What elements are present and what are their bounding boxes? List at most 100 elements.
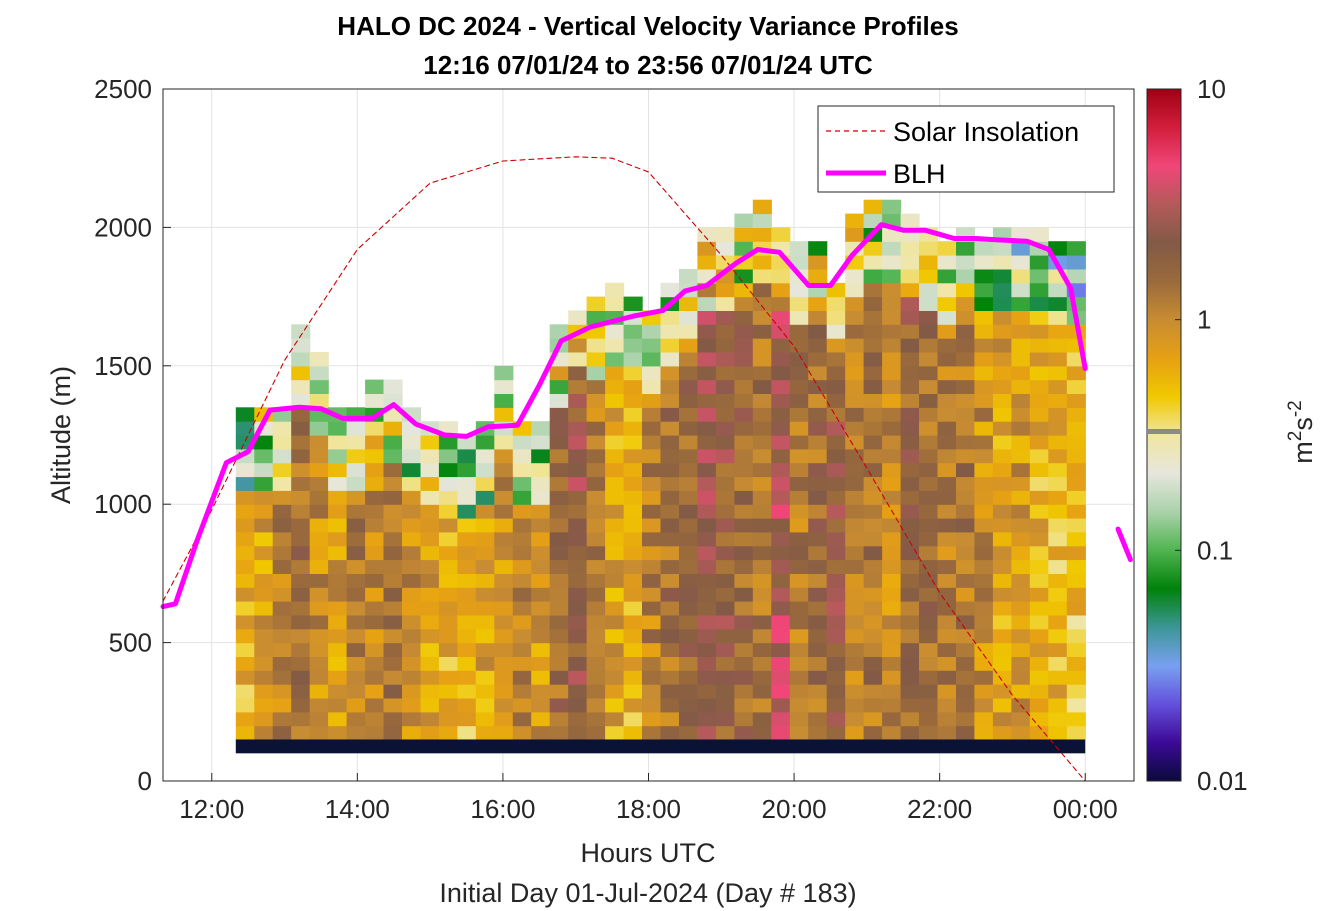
- heatmap-cell: [235, 711, 255, 727]
- heatmap-cell: [605, 448, 625, 464]
- heatmap-cell: [420, 656, 440, 671]
- heatmap-cell: [328, 518, 348, 533]
- heatmap-cell: [1048, 587, 1068, 602]
- heatmap-cell: [438, 601, 458, 616]
- heatmap-cell: [863, 684, 883, 699]
- heatmap-cell: [309, 490, 329, 505]
- heatmap-cell: [789, 338, 809, 353]
- heatmap-cell: [845, 670, 865, 685]
- heatmap-cell: [531, 684, 551, 699]
- heatmap-cell: [420, 518, 440, 533]
- heatmap-cell: [438, 531, 458, 547]
- heatmap-cell: [291, 725, 311, 740]
- x-tick-label: 18:00: [616, 794, 681, 824]
- heatmap-cell: [309, 670, 329, 685]
- heatmap-cell: [346, 614, 366, 630]
- heatmap-cell: [420, 587, 440, 602]
- heatmap-cell: [974, 365, 994, 381]
- heatmap-cell: [549, 642, 569, 657]
- heatmap-cell: [586, 393, 606, 408]
- heatmap-cell: [992, 698, 1012, 713]
- heatmap-cell: [328, 490, 348, 505]
- heatmap-cell: [697, 490, 717, 505]
- heatmap-cell: [642, 628, 662, 644]
- heatmap-cell: [992, 545, 1012, 561]
- heatmap-cell: [789, 628, 809, 644]
- heatmap-cell: [494, 725, 514, 740]
- heatmap-cell: [715, 614, 735, 630]
- heatmap-cell: [697, 227, 717, 242]
- heatmap-cell: [346, 518, 366, 533]
- heatmap-cell: [826, 573, 846, 588]
- colorbar-tick-label: 10: [1197, 74, 1226, 104]
- heatmap-cell: [679, 601, 699, 616]
- heatmap-cell: [660, 352, 680, 367]
- heatmap-cell: [235, 573, 255, 588]
- heatmap-cell: [568, 310, 588, 325]
- heatmap-cell: [863, 490, 883, 505]
- heatmap-cell: [549, 435, 569, 450]
- heatmap-cell: [475, 711, 495, 727]
- heatmap-cell: [291, 352, 311, 367]
- heatmap-cell: [900, 324, 920, 339]
- heatmap-cell: [715, 227, 735, 242]
- heatmap-cell: [438, 587, 458, 602]
- heatmap-cell: [715, 338, 735, 353]
- heatmap-cell: [438, 656, 458, 671]
- heatmap-cell: [974, 698, 994, 713]
- heatmap-cell: [568, 545, 588, 561]
- heatmap-cell: [826, 670, 846, 685]
- heatmap-cell: [789, 518, 809, 533]
- heatmap-cell: [623, 407, 643, 422]
- heatmap-cell: [974, 725, 994, 740]
- heatmap-cell: [697, 310, 717, 325]
- heatmap-cell: [919, 324, 939, 339]
- heatmap-cell: [328, 601, 348, 616]
- heatmap-cell: [974, 241, 994, 256]
- colorbar: 0.01 0.1 1 10 m2s-2: [1146, 74, 1318, 796]
- heatmap-cell: [291, 435, 311, 450]
- heatmap-cell: [697, 448, 717, 464]
- heatmap-cell: [956, 559, 976, 574]
- heatmap-cell: [457, 670, 477, 685]
- heatmap-cell: [660, 698, 680, 713]
- heatmap-cell: [383, 684, 403, 699]
- heatmap-cell: [974, 462, 994, 478]
- heatmap-cell: [900, 338, 920, 353]
- heatmap-cell: [1048, 656, 1068, 671]
- heatmap-cell: [1029, 559, 1049, 574]
- heatmap-cell: [309, 545, 329, 561]
- heatmap-cell: [365, 504, 385, 519]
- heatmap-cell: [1066, 255, 1086, 270]
- heatmap-cell: [937, 435, 957, 450]
- heatmap-cell: [586, 490, 606, 505]
- heatmap-cell: [309, 518, 329, 533]
- heatmap-cell: [328, 614, 348, 630]
- heatmap-cell: [660, 421, 680, 436]
- heatmap-cell: [992, 559, 1012, 574]
- heatmap-cell: [420, 684, 440, 699]
- heatmap-cell: [789, 379, 809, 394]
- heatmap-cell: [919, 545, 939, 561]
- heatmap-cell: [845, 268, 865, 284]
- heatmap-cell: [956, 435, 976, 450]
- heatmap-cell: [383, 642, 403, 657]
- heatmap-cell: [863, 282, 883, 298]
- heatmap-cell: [752, 352, 772, 367]
- heatmap-cell: [586, 642, 606, 657]
- heatmap-cell: [1048, 352, 1068, 367]
- heatmap-cell: [605, 559, 625, 574]
- heatmap-cell: [992, 268, 1012, 284]
- heatmap-cell: [605, 352, 625, 367]
- heatmap-cell: [863, 656, 883, 671]
- heatmap-cell: [882, 573, 902, 588]
- heatmap-cell: [457, 601, 477, 616]
- heatmap-cell: [937, 448, 957, 464]
- heatmap-cell: [900, 531, 920, 547]
- heatmap-cell: [697, 365, 717, 381]
- series-lines: [160, 156, 1133, 782]
- heatmap-cell: [586, 352, 606, 367]
- heatmap-cell: [992, 628, 1012, 644]
- x-tick-label: 00:00: [1053, 794, 1118, 824]
- heatmap-cell: [383, 448, 403, 464]
